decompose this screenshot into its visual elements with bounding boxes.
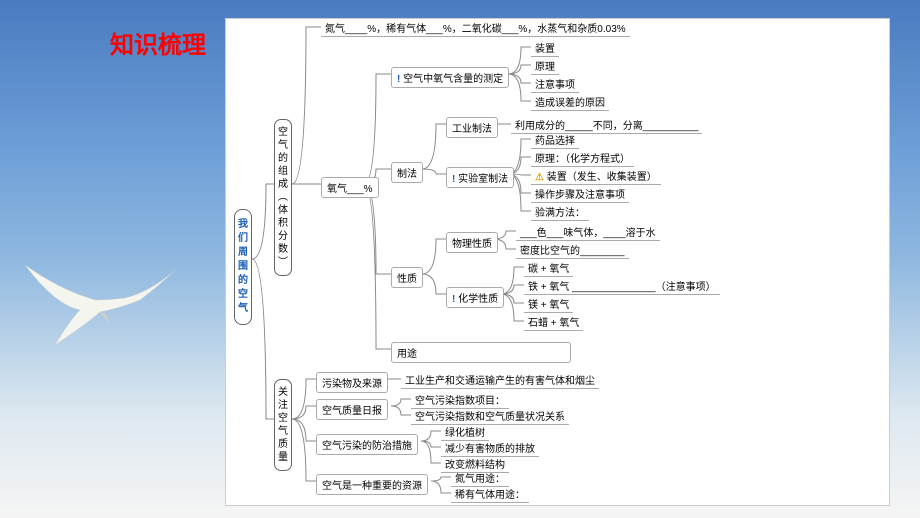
- node-prop-chem: ! 化学性质: [446, 287, 504, 308]
- bird-image: [20, 250, 180, 365]
- node-ctrl: 空气污染的防治措施: [316, 434, 418, 455]
- leaf-chem-1: 碳 + 氧气: [524, 259, 573, 277]
- node-prep-ind: 工业制法: [446, 117, 498, 138]
- leaf-lab-2: 原理：（化学方程式）: [531, 149, 634, 167]
- leaf-det-3: 注意事项: [531, 75, 579, 93]
- label-oxydet: 空气中氧气含量的测定: [403, 74, 503, 85]
- leaf-phys-2: 密度比空气的________: [516, 241, 629, 259]
- node-quality: 关注空气质量: [274, 379, 292, 471]
- leaf-lab-3: ⚠ 装置（发生、收集装置）: [531, 167, 661, 185]
- node-prop: 性质: [391, 267, 423, 288]
- leaf-res-2: 稀有气体用途：: [451, 485, 529, 503]
- leaf-src: 工业生产和交通运输产生的有害气体和烟尘: [401, 371, 599, 389]
- root-label: 我: [237, 218, 249, 232]
- label-prop-chem: 化学性质: [458, 294, 498, 305]
- node-res: 空气是一种重要的资源: [316, 474, 428, 495]
- leaf-daily-2: 空气污染指数和空气质量状况关系: [411, 407, 569, 425]
- page-title: 知识梳理: [110, 25, 206, 60]
- leaf-phys-1: ___色___味气体，____溶于水: [516, 223, 660, 241]
- node-prep-lab: ! 实验室制法: [446, 167, 514, 188]
- leaf-lab-1: 药品选择: [531, 131, 579, 149]
- leaf-chem-4: 石蜡 + 氧气: [524, 313, 583, 331]
- leaf-chem-3: 镁 + 氧气: [524, 295, 573, 313]
- node-use: 用途: [391, 342, 571, 363]
- leaf-chem-2: 铁 + 氧气 _______________（注意事项）: [524, 277, 720, 295]
- mindmap-diagram: 我们周围的空气 空气的组成︵体积分数︶ 关注空气质量 氮气____%，稀有气体_…: [225, 18, 890, 506]
- leaf-det-1: 装置: [531, 39, 559, 57]
- leaf-lab-5: 验满方法：: [531, 203, 589, 221]
- leaf-det-4: 造成误差的原因: [531, 93, 609, 111]
- node-prep: 制法: [391, 162, 423, 183]
- leaf-lab-4: 操作步骤及注意事项: [531, 185, 629, 203]
- node-oxydet: ! 空气中氧气含量的测定: [391, 67, 509, 88]
- leaf-det-2: 原理: [531, 57, 559, 75]
- leaf-topline: 氮气____%，稀有气体___%，二氧化碳___%，水蒸气和杂质0.03%: [321, 19, 630, 37]
- node-prop-phys: 物理性质: [446, 232, 498, 253]
- label-prep-lab: 实验室制法: [458, 174, 508, 185]
- node-daily: 空气质量日报: [316, 399, 388, 420]
- label-lab-3: 装置（发生、收集装置）: [547, 172, 657, 183]
- node-src: 污染物及来源: [316, 372, 388, 393]
- node-oxygen: 氧气___%: [321, 177, 379, 198]
- root-node: 我们周围的空气: [234, 209, 252, 325]
- node-composition: 空气的组成︵体积分数︶: [274, 119, 292, 276]
